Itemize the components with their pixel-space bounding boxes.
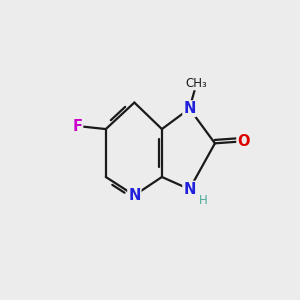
Text: N: N (183, 182, 196, 197)
Text: N: N (183, 101, 196, 116)
Text: F: F (72, 118, 82, 134)
Text: O: O (237, 134, 250, 149)
Text: CH₃: CH₃ (186, 77, 208, 90)
Text: H: H (199, 194, 207, 207)
Text: N: N (128, 188, 141, 203)
